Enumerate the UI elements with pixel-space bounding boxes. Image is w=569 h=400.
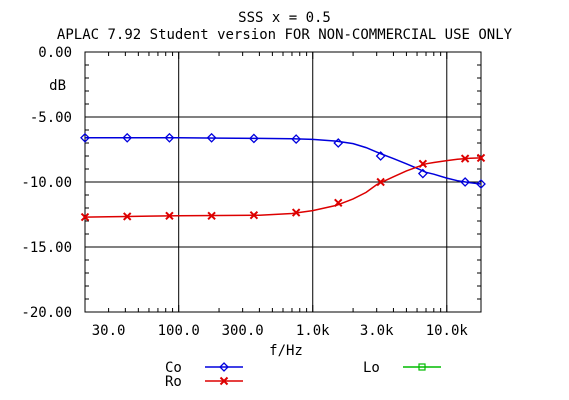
data-point-co: [164, 132, 175, 143]
data-point-ro: [460, 154, 470, 163]
x-tick-label: 100.0: [158, 323, 200, 339]
data-point-ro: [165, 211, 174, 221]
data-point-ro: [249, 210, 259, 220]
y-tick-label: -10.00: [21, 175, 72, 191]
x-axis-label: f/Hz: [269, 343, 303, 359]
data-point-co: [248, 133, 259, 144]
data-point-ro: [291, 208, 301, 217]
legend-marker-lo: [418, 363, 426, 371]
data-point-ro: [418, 159, 428, 169]
y-tick-label: -20.00: [21, 305, 72, 321]
data-point-co: [476, 179, 486, 189]
legend-label-lo: Lo: [363, 360, 380, 376]
data-point-co: [333, 138, 344, 148]
data-point-co: [417, 168, 428, 179]
y-tick-label: -15.00: [21, 240, 72, 256]
data-point-ro: [80, 212, 90, 222]
y-tick-label: -5.00: [30, 110, 72, 126]
data-point-ro: [334, 198, 343, 208]
chart-title: SSS x = 0.5: [238, 10, 331, 26]
data-point-co: [460, 177, 471, 187]
data-point-ro: [476, 153, 486, 163]
x-tick-label: 10.0k: [426, 323, 469, 339]
data-point-ro: [207, 211, 216, 221]
series-line-ro: [84, 157, 482, 218]
y-axis-label: dB: [49, 78, 66, 94]
x-tick-label: 300.0: [222, 323, 264, 339]
x-tick-label: 30.0: [92, 323, 126, 339]
legend-label-co: Co: [165, 360, 182, 376]
legend-marker-co: [219, 362, 229, 372]
y-tick-label: 0.00: [38, 45, 72, 61]
data-point-co: [122, 132, 133, 143]
x-tick-label: 1.0k: [296, 323, 330, 339]
data-point-co: [206, 132, 217, 143]
data-point-co: [80, 132, 90, 143]
chart-subtitle: APLAC 7.92 Student version FOR NON-COMME…: [56, 27, 513, 43]
series-line-co: [85, 137, 482, 185]
data-point-co: [375, 151, 386, 161]
data-point-ro: [123, 212, 132, 221]
data-point-co: [291, 134, 302, 145]
legend-label-ro: Ro: [165, 374, 182, 390]
x-tick-label: 3.0k: [360, 323, 394, 339]
data-point-ro: [376, 177, 385, 187]
legend-marker-ro: [219, 376, 229, 386]
